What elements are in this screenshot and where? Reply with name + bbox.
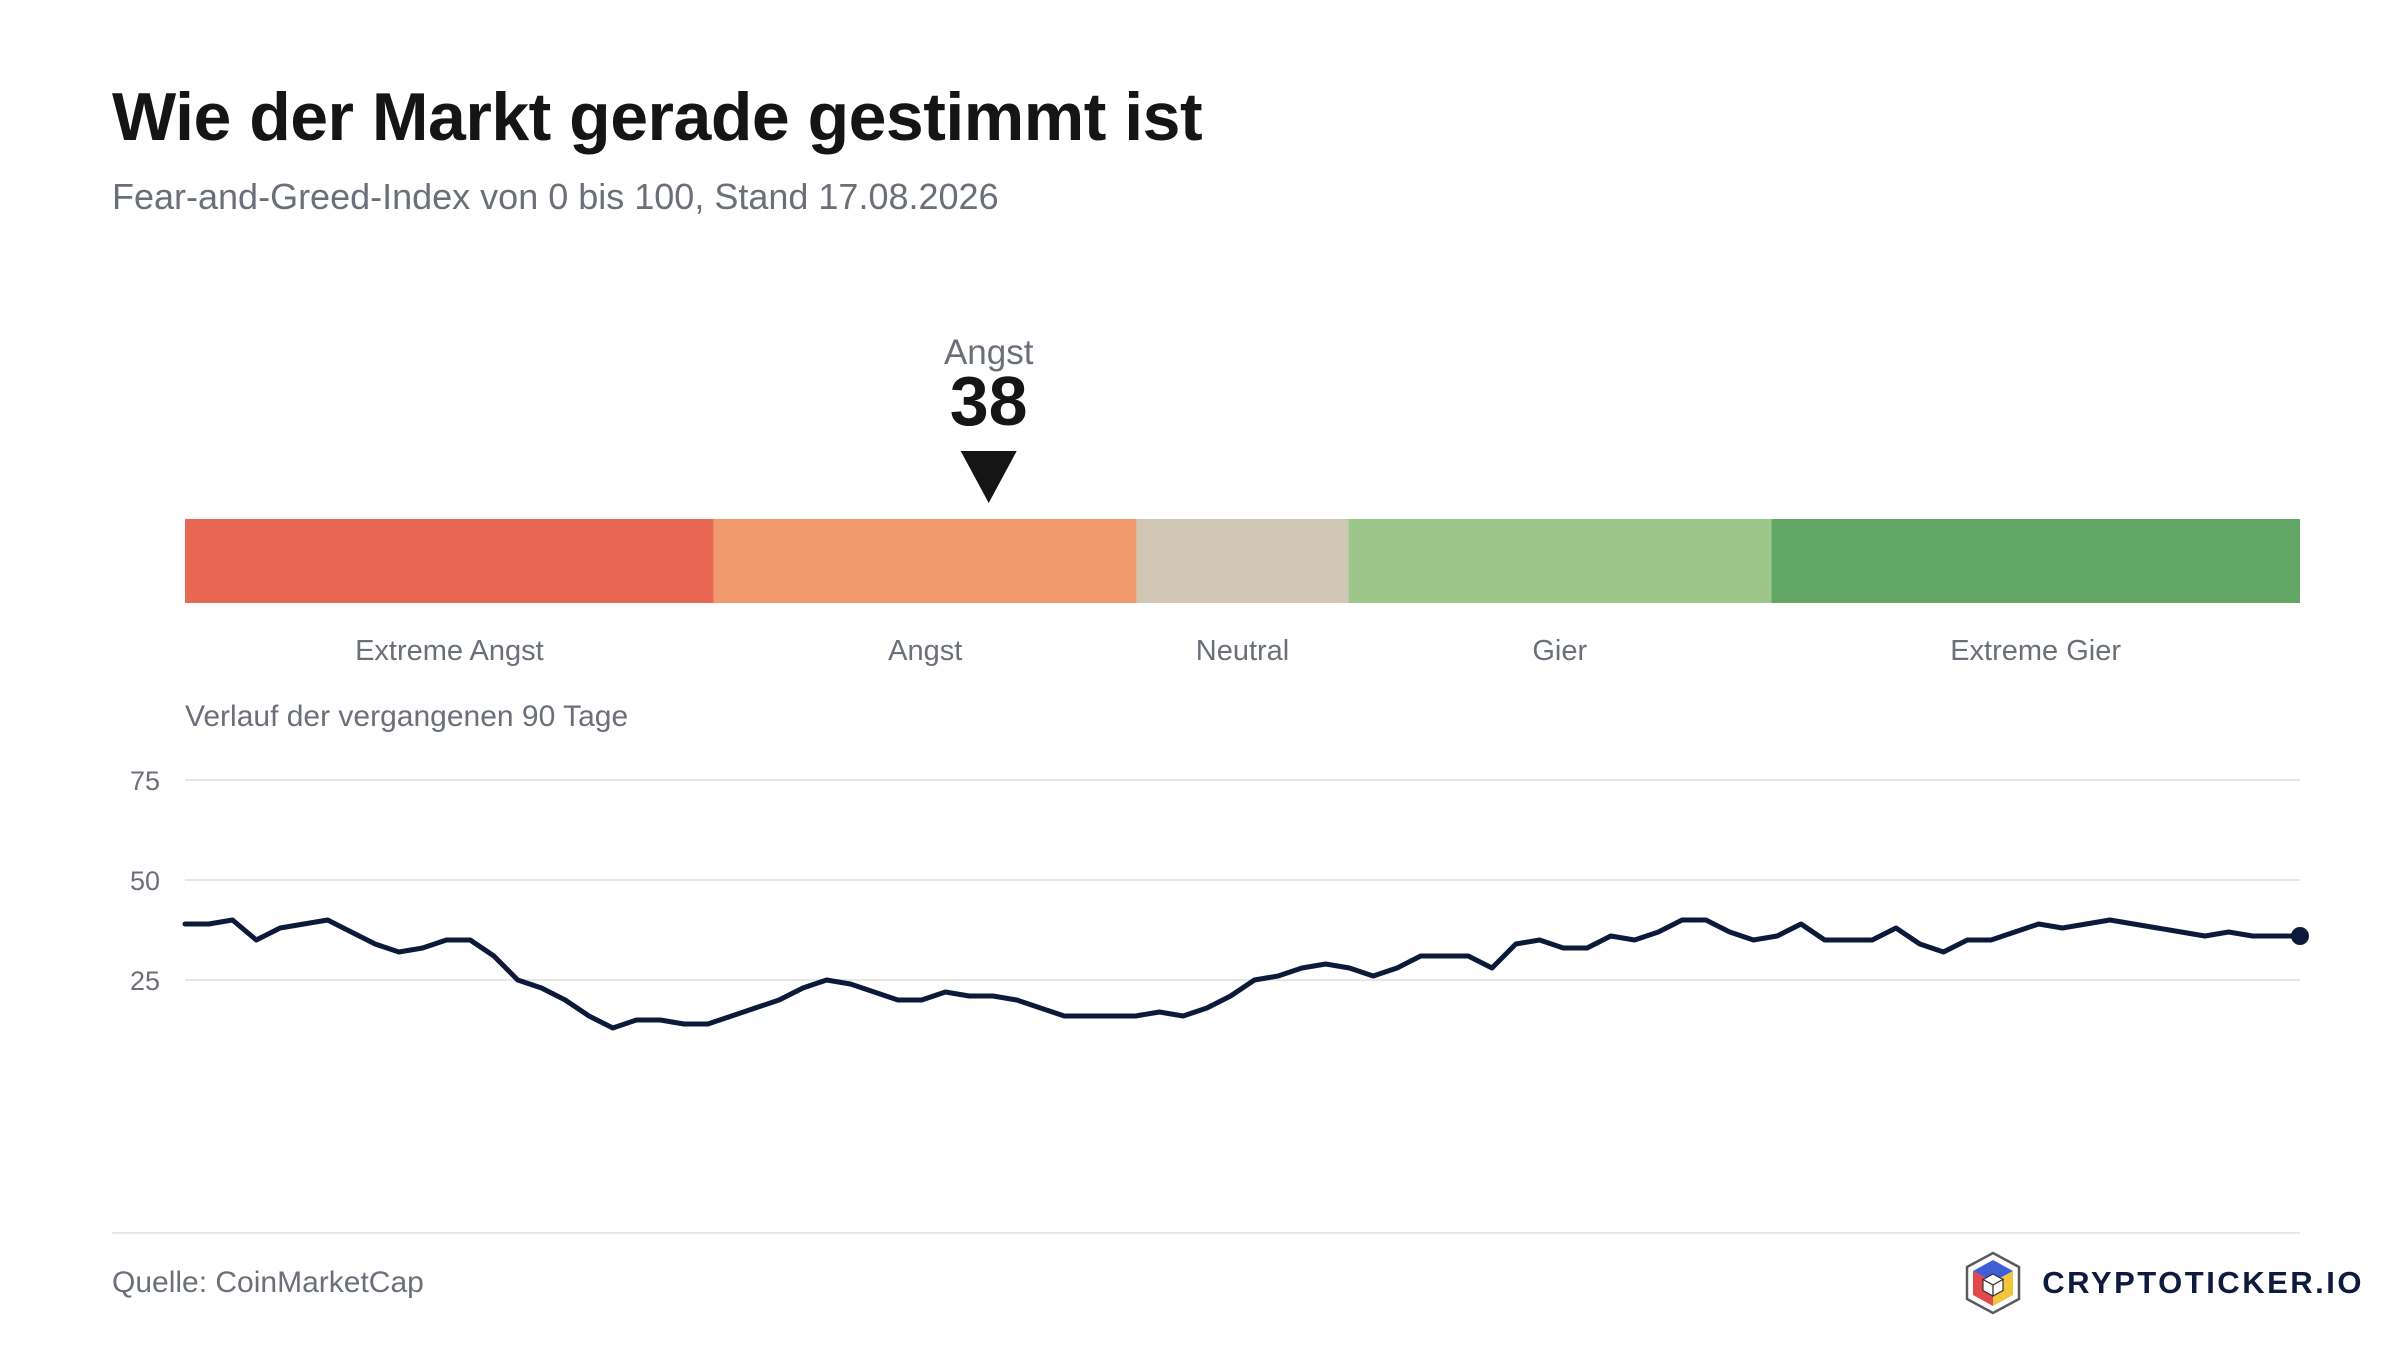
current-index-value: 38 (950, 362, 1028, 440)
zone-label-0: Extreme Angst (355, 635, 544, 667)
footer-divider (112, 1232, 2300, 1234)
page-subtitle: Fear-and-Greed-Index von 0 bis 100, Stan… (112, 176, 999, 217)
brand-name: CRYPTOTICKER.IO (2042, 1265, 2364, 1300)
history-caption: Verlauf der vergangenen 90 Tage (185, 700, 629, 733)
zone-label-4: Extreme Gier (1950, 635, 2121, 667)
zone-segment-1 (713, 519, 1137, 603)
zone-label-2: Neutral (1196, 635, 1290, 667)
current-value-marker (960, 451, 1017, 503)
zone-segment-2 (1136, 519, 1349, 603)
fear-greed-gauge: Angst 38 Extreme Angst Angst Neutral Gier Ex… (185, 333, 2300, 667)
zone-label-1: Angst (888, 635, 962, 667)
zone-segment-4 (1771, 519, 2300, 603)
zone-label-3: Gier (1532, 635, 1587, 667)
history-line-chart: 25 50 75 (130, 766, 2309, 1031)
history-series-line (182, 917, 2303, 1031)
current-sentiment-label: Angst (944, 333, 1034, 372)
brand: CRYPTOTICKER.IO (1962, 1250, 2364, 1316)
y-tick-label-1: 50 (130, 866, 160, 896)
zone-segment-0 (185, 519, 714, 603)
zone-segment-3 (1348, 519, 1772, 603)
history-latest-point (2291, 927, 2309, 945)
cube-logo-icon (1966, 1251, 2021, 1315)
y-tick-label-2: 75 (130, 766, 160, 796)
page-title: Wie der Markt gerade gestimmt ist (112, 79, 1203, 155)
source-note: Quelle: CoinMarketCap (112, 1266, 424, 1299)
y-tick-label-0: 25 (130, 966, 160, 996)
